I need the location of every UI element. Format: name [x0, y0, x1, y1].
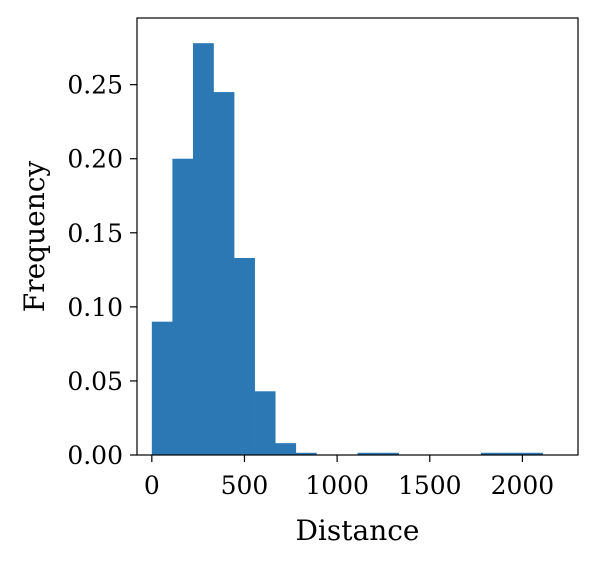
x-axis-label: Distance	[295, 514, 419, 547]
histogram-bar	[172, 158, 194, 455]
y-tick-label: 0.05	[67, 367, 123, 396]
histogram-bar	[522, 452, 543, 455]
histogram-bar	[275, 443, 297, 455]
x-tick-label: 500	[221, 471, 269, 500]
x-tick-label: 1000	[305, 471, 369, 500]
histogram-bar	[213, 92, 235, 455]
y-tick-label: 0.20	[67, 145, 123, 174]
x-tick-label: 2000	[491, 471, 555, 500]
x-tick-label: 0	[144, 471, 160, 500]
x-axis-ticks: 0 500 1000 1500 2000	[144, 455, 554, 500]
y-tick-label: 0.15	[67, 219, 123, 248]
histogram-bars	[151, 43, 543, 456]
y-tick-label: 0.00	[67, 441, 123, 470]
histogram-bar	[357, 452, 379, 455]
histogram-bar	[234, 257, 255, 455]
histogram-bar	[254, 391, 276, 455]
histogram-bar	[192, 43, 214, 456]
y-tick-label: 0.10	[67, 293, 123, 322]
histogram-bar	[378, 452, 399, 455]
y-axis-ticks: 0.00 0.05 0.10 0.15 0.20 0.25	[67, 71, 137, 470]
x-tick-label: 1500	[398, 471, 462, 500]
histogram-bar	[480, 452, 502, 455]
plot-frame	[136, 17, 579, 456]
histogram-bar	[295, 452, 317, 455]
histogram-bar	[151, 321, 173, 455]
histogram-bar	[501, 452, 523, 455]
y-axis-label: Frequency	[18, 161, 51, 313]
y-tick-label: 0.25	[67, 71, 123, 100]
